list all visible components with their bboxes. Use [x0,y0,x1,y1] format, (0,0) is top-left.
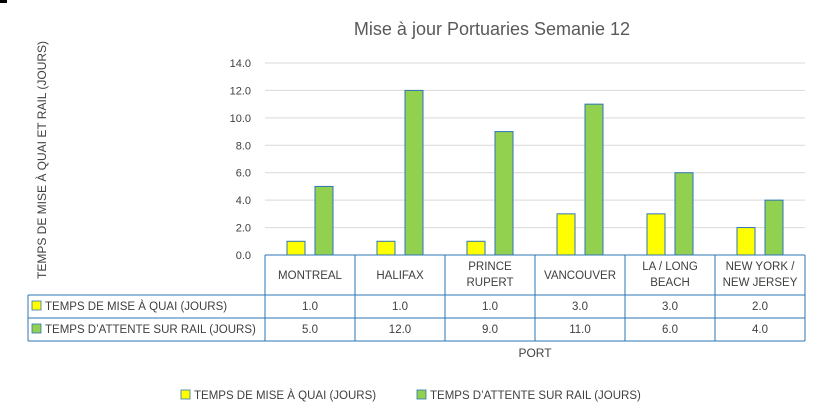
bar-rail [764,199,784,256]
table-value: 11.0 [569,324,591,336]
y-tick-label: 0.0 [236,250,251,262]
y-tick-label: 12.0 [230,85,251,97]
legend: TEMPS DE MISE À QUAI (JOURS) TEMPS D’ATTE… [180,389,641,402]
y-axis-label: TEMPS DE MISE À QUAI ET RAIL (JOURS) [34,41,49,279]
table-value: 4.0 [752,324,768,336]
y-tick-label: 4.0 [236,195,251,207]
bar-quai [286,240,306,256]
category-label: VANCOUVER [544,270,616,282]
category-label: BEACH [650,277,690,289]
bar-quai [376,240,396,256]
bar-quai [466,240,486,256]
category-label: MONTREAL [278,270,343,282]
table-value: 1.0 [482,301,498,313]
bar-quai [556,213,576,256]
y-tick-label: 6.0 [236,168,251,180]
data-table: MONTREAL HALIFAX PRINCE RUPERT VANCOUVER LA /… [27,254,806,342]
table-value: 6.0 [662,324,678,336]
table-value: 3.0 [662,301,678,313]
bar-quai [736,227,756,256]
table-value: 5.0 [302,324,318,336]
legend-key [180,389,191,400]
gridlines [265,62,805,229]
category-label: RUPERT [466,277,513,289]
bar-quai [646,213,666,256]
chart-title: Mise à jour Portuaries Semanie 12 [354,19,630,39]
table-value: 9.0 [482,324,498,336]
y-tick-label: 8.0 [236,140,251,152]
legend-label: TEMPS D’ATTENTE SUR RAIL (JOURS) [430,390,641,402]
table-value: 3.0 [572,301,588,313]
bars [286,89,784,256]
table-legend-key [31,323,42,334]
table-value: 2.0 [752,301,768,313]
x-axis-label: PORT [518,346,552,360]
bar-rail [674,172,694,256]
bar-rail [494,131,514,256]
bar-rail [584,103,604,256]
bar-rail [404,89,424,256]
category-label: NEW YORK / [726,261,796,273]
y-tick-label: 14.0 [230,58,251,70]
table-value: 12.0 [389,324,411,336]
table-series-label: TEMPS D’ATTENTE SUR RAIL (JOURS) [45,324,256,336]
corner-mark [0,0,7,3]
table-value: 1.0 [392,301,408,313]
category-label: NEW JERSEY [723,277,798,289]
legend-label: TEMPS DE MISE À QUAI (JOURS) [194,389,376,402]
y-tick-label: 10.0 [230,113,251,125]
table-legend-key [31,300,42,311]
category-label: LA / LONG [642,261,698,273]
y-tick-label: 2.0 [236,223,251,235]
table-series-label: TEMPS DE MISE À QUAI (JOURS) [45,300,227,313]
table-value: 1.0 [302,301,318,313]
category-label: PRINCE [468,261,512,273]
bar-rail [314,185,334,256]
legend-key [416,389,427,400]
category-label: HALIFAX [376,270,424,282]
y-axis-ticks: 0.0 2.0 4.0 6.0 8.0 10.0 12.0 14.0 [230,58,251,262]
